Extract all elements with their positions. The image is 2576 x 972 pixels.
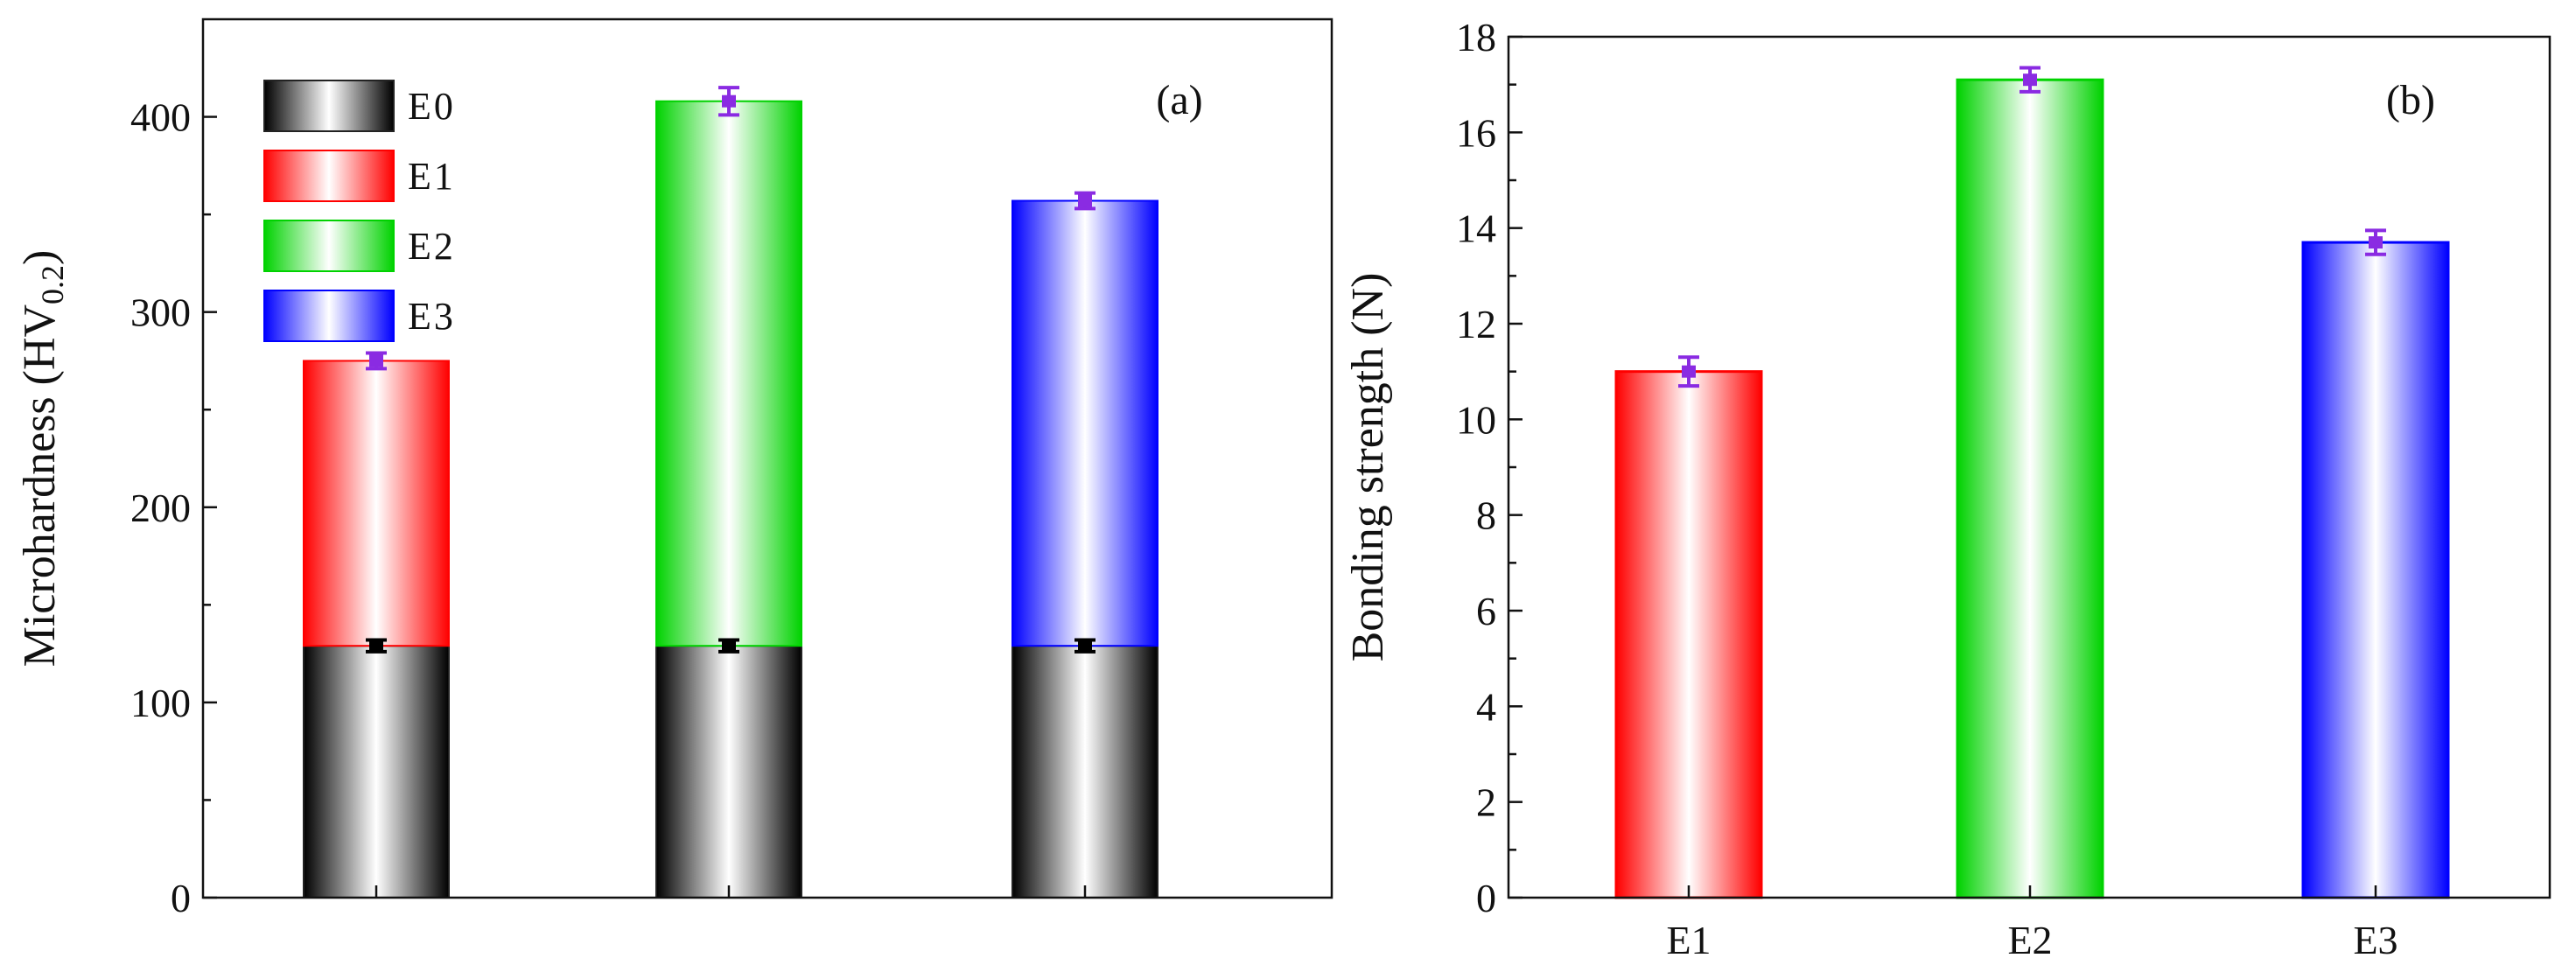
legend-swatch-e2 [263, 220, 395, 272]
xtick-label-e1: E1 [1666, 918, 1711, 962]
legend-label-e0: E0 [408, 85, 456, 128]
xtick-label-e3: E3 [2353, 918, 2398, 962]
error-bar-e1 [366, 351, 387, 371]
ytick-label: 6 [1476, 589, 1496, 633]
ytick-label: 200 [130, 486, 191, 530]
panel-b-label: (b) [2386, 77, 2435, 123]
legend-label-e1: E1 [408, 155, 456, 198]
ytick-label: 400 [130, 95, 191, 140]
ytick-label: 2 [1476, 780, 1496, 825]
ytick-label: 10 [1456, 397, 1496, 442]
panel-a-ylabel: Microhardness (HV0.2) [15, 250, 70, 668]
bar-e1 [303, 360, 450, 647]
ytick-label: 0 [171, 876, 191, 920]
ytick-label: 8 [1476, 493, 1496, 538]
bar-e3 [2301, 241, 2450, 899]
panel-a-frame [201, 17, 1334, 899]
ytick-label: 18 [1456, 15, 1496, 59]
error-bar-e0-e3 [1074, 638, 1096, 654]
error-bar-e3 [2365, 228, 2386, 256]
panel-a-label: (a) [1156, 77, 1202, 123]
legend-swatch-e1 [263, 150, 395, 202]
bar-e1 [1614, 370, 1763, 899]
legend-label-e2: E2 [408, 225, 456, 268]
legend-swatch-e3 [263, 290, 395, 342]
ytick-label: 300 [130, 290, 191, 335]
bar-e0-e3 [1012, 645, 1158, 899]
error-bar-e0-e1 [366, 638, 387, 654]
ytick-label: 12 [1456, 302, 1496, 346]
ytick-label: 14 [1456, 206, 1496, 251]
bar-e0-e1 [303, 645, 450, 899]
ytick-label: 0 [1476, 876, 1496, 920]
error-bar-e3 [1074, 191, 1096, 211]
panel-b-ylabel: Bonding strength (N) [1343, 273, 1393, 662]
error-bar-e2 [718, 86, 739, 117]
ytick-label: 100 [130, 681, 191, 725]
bar-e2 [655, 100, 802, 647]
error-bar-e1 [1678, 355, 1699, 388]
bar-e3 [1012, 199, 1158, 647]
legend-swatch-e0 [263, 80, 395, 132]
ytick-label: 4 [1476, 684, 1496, 729]
bar-e2 [1956, 78, 2104, 899]
legend-label-e3: E3 [408, 295, 456, 338]
error-bar-e2 [2020, 66, 2040, 94]
bar-e0-e2 [655, 645, 802, 899]
panel-a-legend: E0 E1 E2 E3 [263, 80, 456, 342]
ytick-label: 16 [1456, 110, 1496, 155]
panel-b-bonding-strength: 0 2 4 6 8 10 12 14 16 18 E1 E2 E3 Bonding strength (… [1343, 15, 2552, 962]
xtick-label-e2: E2 [2007, 918, 2052, 962]
error-bar-e0-e2 [718, 638, 739, 654]
